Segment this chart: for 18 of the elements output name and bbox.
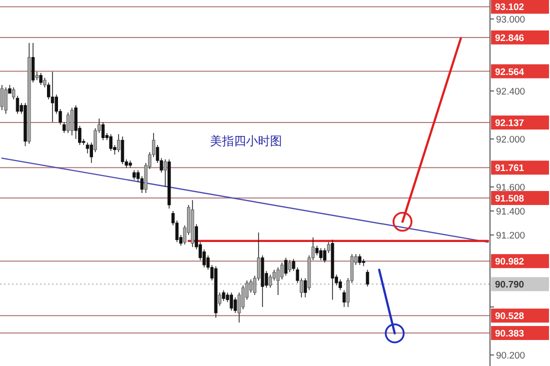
y-tick-label: 92.000	[496, 134, 526, 146]
text: 美指四小时图	[210, 134, 282, 148]
y-tick-label: 90.200	[496, 350, 526, 362]
ref-line-label: 91.508	[495, 194, 524, 204]
ref-line-label: 93.102	[495, 2, 524, 14]
y-tick-label: 92.400	[496, 86, 526, 98]
y-tick-label: 91.200	[496, 230, 526, 242]
ref-line-label: 90.982	[495, 256, 524, 268]
ref-line-label: 92.564	[495, 66, 525, 78]
ref-line-label: 92.137	[495, 118, 524, 130]
y-tick-label: 91.400	[496, 206, 526, 218]
ref-line-label: 90.528	[495, 311, 524, 322]
y-tick-label: 93.000	[496, 14, 526, 26]
ref-line-label: 90.383	[495, 328, 524, 340]
ref-line-label: 92.846	[495, 32, 524, 44]
ref-line-label: 91.761	[495, 163, 525, 174]
y-tick-label: 91.600	[496, 182, 526, 194]
ref-line-label: 90.790	[495, 280, 524, 291]
